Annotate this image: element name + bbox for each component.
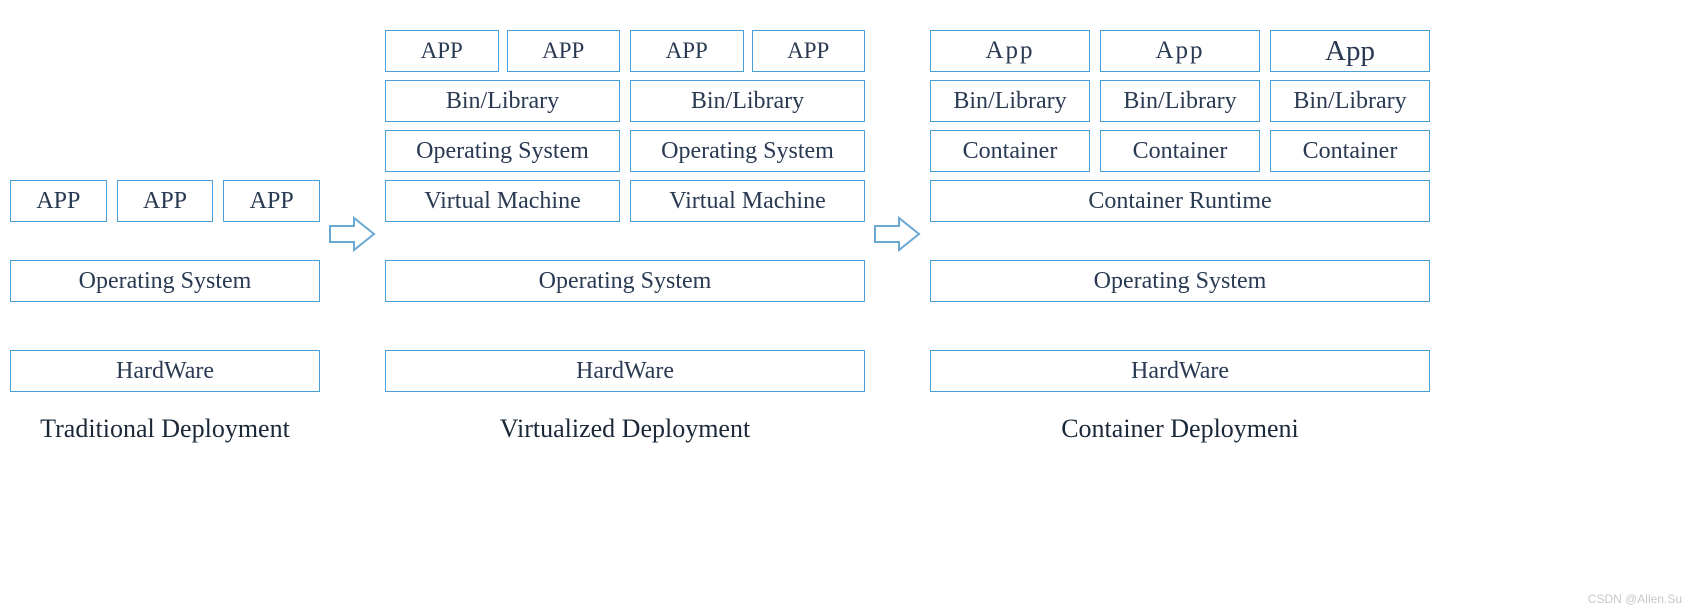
app-box: APP: [385, 30, 499, 72]
container-box: Container: [1100, 130, 1260, 172]
app-box: App: [1270, 30, 1430, 72]
hardware-box: HardWare: [385, 350, 865, 392]
container-stack: App Bin/Library Container: [930, 30, 1090, 172]
os-box: Operating System: [930, 260, 1430, 302]
virtualized-column: APP APP Bin/Library Operating System Vir…: [385, 30, 865, 444]
app-box: App: [930, 30, 1090, 72]
app-box: APP: [223, 180, 320, 222]
cont-os-row: Operating System: [930, 260, 1430, 302]
vm-stack: APP APP Bin/Library Operating System Vir…: [630, 30, 865, 222]
vm-stack: APP APP Bin/Library Operating System Vir…: [385, 30, 620, 222]
virt-vms-row: APP APP Bin/Library Operating System Vir…: [385, 30, 865, 222]
trad-os-row: Operating System: [10, 260, 320, 302]
container-column: App Bin/Library Container App Bin/Librar…: [930, 30, 1430, 444]
guest-os-box: Operating System: [385, 130, 620, 172]
arrow-2: [865, 214, 930, 444]
app-box: APP: [10, 180, 107, 222]
cont-caption: Container Deploymeni: [930, 414, 1430, 444]
container-stack: App Bin/Library Container: [1100, 30, 1260, 172]
cont-runtime-row: Container Runtime: [930, 180, 1430, 222]
hardware-box: HardWare: [10, 350, 320, 392]
app-box: APP: [117, 180, 214, 222]
container-box: Container: [1270, 130, 1430, 172]
container-stack: App Bin/Library Container: [1270, 30, 1430, 172]
virt-os-row: Operating System: [385, 260, 865, 302]
virt-caption: Virtualized Deployment: [385, 414, 865, 444]
app-box: APP: [507, 30, 621, 72]
arrow-right-icon: [328, 214, 378, 254]
arrow-right-icon: [873, 214, 923, 254]
lib-box: Bin/Library: [630, 80, 865, 122]
hardware-box: HardWare: [930, 350, 1430, 392]
app-box: APP: [630, 30, 744, 72]
trad-apps-row: APP APP APP: [10, 180, 320, 222]
virt-hw-row: HardWare: [385, 350, 865, 392]
lib-box: Bin/Library: [930, 80, 1090, 122]
vm-box: Virtual Machine: [630, 180, 865, 222]
lib-box: Bin/Library: [1270, 80, 1430, 122]
deployment-diagram: APP APP APP Operating System HardWare Tr…: [10, 30, 1684, 444]
traditional-column: APP APP APP Operating System HardWare Tr…: [10, 180, 320, 444]
lib-box: Bin/Library: [385, 80, 620, 122]
watermark-text: CSDN @Allen.Su: [1588, 592, 1682, 606]
os-box: Operating System: [385, 260, 865, 302]
os-box: Operating System: [10, 260, 320, 302]
app-box: APP: [752, 30, 866, 72]
container-box: Container: [930, 130, 1090, 172]
runtime-box: Container Runtime: [930, 180, 1430, 222]
cont-stacks-row: App Bin/Library Container App Bin/Librar…: [930, 30, 1430, 172]
trad-hw-row: HardWare: [10, 350, 320, 392]
arrow-1: [320, 214, 385, 444]
app-box: App: [1100, 30, 1260, 72]
vm-box: Virtual Machine: [385, 180, 620, 222]
cont-hw-row: HardWare: [930, 350, 1430, 392]
lib-box: Bin/Library: [1100, 80, 1260, 122]
guest-os-box: Operating System: [630, 130, 865, 172]
trad-caption: Traditional Deployment: [10, 414, 320, 444]
